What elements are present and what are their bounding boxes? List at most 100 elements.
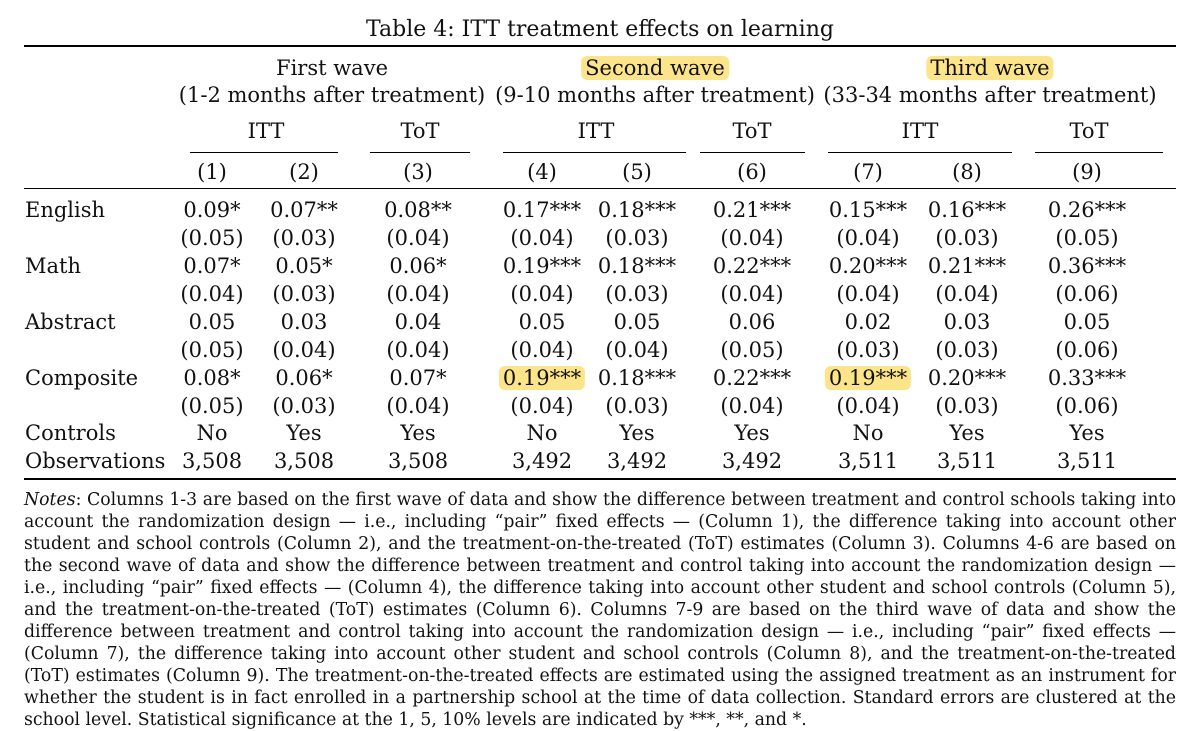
group-label: ToT (1069, 119, 1109, 143)
coefficient: 0.07** (270, 198, 338, 222)
observations-value: 3,508 (387, 449, 449, 473)
observations-value: 3,492 (721, 449, 783, 473)
controls-value: No (196, 421, 228, 445)
standard-error: (0.05) (1055, 226, 1119, 250)
notes-text: : Columns 1-3 are based on the first wav… (24, 490, 1176, 730)
standard-error: (0.04) (180, 282, 244, 306)
controls-value: Yes (286, 421, 322, 445)
standard-error: (0.06) (1055, 282, 1119, 306)
observations-value: 3,511 (1056, 449, 1118, 473)
standard-error: (0.03) (935, 226, 999, 250)
row-label: Abstract (25, 310, 116, 334)
standard-error: (0.03) (605, 282, 669, 306)
coefficient-value: 0.06 (728, 310, 776, 334)
standard-error: (0.06) (1055, 338, 1119, 362)
coefficient: 0.18*** (598, 366, 676, 390)
standard-error: (0.03) (272, 226, 336, 250)
row-label: Composite (25, 366, 139, 390)
coefficient: 0.21*** (713, 198, 791, 222)
coefficient-value: 0.36*** (1047, 254, 1127, 278)
coefficient-value: 0.07* (183, 254, 241, 278)
observations-value: 3,492 (511, 449, 573, 473)
coefficient-value: 0.06* (275, 366, 333, 390)
coefficient-value: 0.16*** (927, 198, 1007, 222)
coefficient: 0.05 (189, 310, 236, 334)
wave-name: Second wave (581, 56, 729, 80)
group-label: ITT (247, 119, 285, 143)
standard-error: (0.04) (386, 394, 450, 418)
coefficient: 0.05 (519, 310, 566, 334)
standard-error: (0.05) (180, 394, 244, 418)
coefficient-value: 0.21*** (927, 254, 1007, 278)
standard-error: (0.04) (510, 282, 574, 306)
group-rule (190, 152, 338, 153)
column-number: (4) (527, 160, 557, 184)
coefficient: 0.18*** (598, 254, 676, 278)
coefficient-value: 0.05 (518, 310, 566, 334)
coefficient-value: 0.26*** (1047, 198, 1127, 222)
coefficient: 0.21*** (928, 254, 1006, 278)
coefficient: 0.16*** (928, 198, 1006, 222)
table-title: Table 4: ITT treatment effects on learni… (366, 17, 834, 42)
standard-error: (0.04) (605, 338, 669, 362)
coefficient-value: 0.05 (1063, 310, 1111, 334)
coefficient: 0.07* (183, 254, 240, 278)
column-number: (1) (197, 160, 227, 184)
bottom-rule (24, 478, 1176, 480)
coefficient: 0.20*** (928, 366, 1006, 390)
coefficient-value: 0.02 (844, 310, 892, 334)
coefficient-value: 0.21*** (712, 198, 792, 222)
coefficient-value: 0.22*** (712, 366, 792, 390)
standard-error: (0.05) (720, 338, 784, 362)
controls-value: Yes (949, 421, 985, 445)
coefficient-value: 0.17*** (502, 198, 582, 222)
coefficient-value: 0.33*** (1047, 366, 1127, 390)
coefficient: 0.36*** (1048, 254, 1126, 278)
standard-error: (0.04) (836, 394, 900, 418)
coefficient-value: 0.19*** (498, 366, 586, 390)
standard-error: (0.04) (720, 226, 784, 250)
standard-error: (0.04) (935, 282, 999, 306)
coefficient: 0.19*** (503, 254, 581, 278)
coefficient: 0.20*** (829, 254, 907, 278)
column-number: (5) (622, 160, 652, 184)
coefficient-value: 0.03 (280, 310, 328, 334)
group-rule (503, 152, 686, 153)
column-number: (3) (403, 160, 433, 184)
coefficient-value: 0.20*** (927, 366, 1007, 390)
standard-error: (0.03) (272, 394, 336, 418)
coefficient-value: 0.22*** (712, 254, 792, 278)
wave-header: First wave (276, 56, 388, 80)
coefficient-value: 0.18*** (597, 198, 677, 222)
standard-error: (0.04) (720, 282, 784, 306)
standard-error: (0.05) (180, 338, 244, 362)
group-label: ToT (400, 119, 440, 143)
coefficient: 0.17*** (503, 198, 581, 222)
controls-value: Yes (1069, 421, 1105, 445)
coefficient-value: 0.05* (275, 254, 333, 278)
table-notes: Notes: Columns 1-3 are based on the firs… (24, 489, 1176, 731)
coefficient: 0.22*** (713, 366, 791, 390)
group-label: ITT (577, 119, 615, 143)
coefficient-value: 0.08** (384, 198, 452, 222)
coefficient-value: 0.03 (943, 310, 991, 334)
standard-error: (0.03) (605, 394, 669, 418)
standard-error: (0.04) (510, 338, 574, 362)
standard-error: (0.04) (836, 226, 900, 250)
coefficient: 0.18*** (598, 198, 676, 222)
coefficient-value: 0.07** (270, 198, 338, 222)
wave-name: Third wave (926, 56, 1054, 80)
wave-header: Second wave (581, 56, 729, 80)
coefficient: 0.05 (1064, 310, 1111, 334)
coefficient: 0.06* (275, 366, 332, 390)
standard-error: (0.04) (272, 338, 336, 362)
coefficient-value: 0.06* (389, 254, 447, 278)
column-number: (8) (952, 160, 982, 184)
standard-error: (0.04) (386, 226, 450, 250)
standard-error: (0.03) (605, 226, 669, 250)
standard-error: (0.03) (935, 394, 999, 418)
observations-value: 3,508 (273, 449, 335, 473)
standard-error: (0.04) (720, 394, 784, 418)
wave-subtitle: (1-2 months after treatment) (178, 83, 486, 107)
header-rule (24, 188, 1176, 190)
